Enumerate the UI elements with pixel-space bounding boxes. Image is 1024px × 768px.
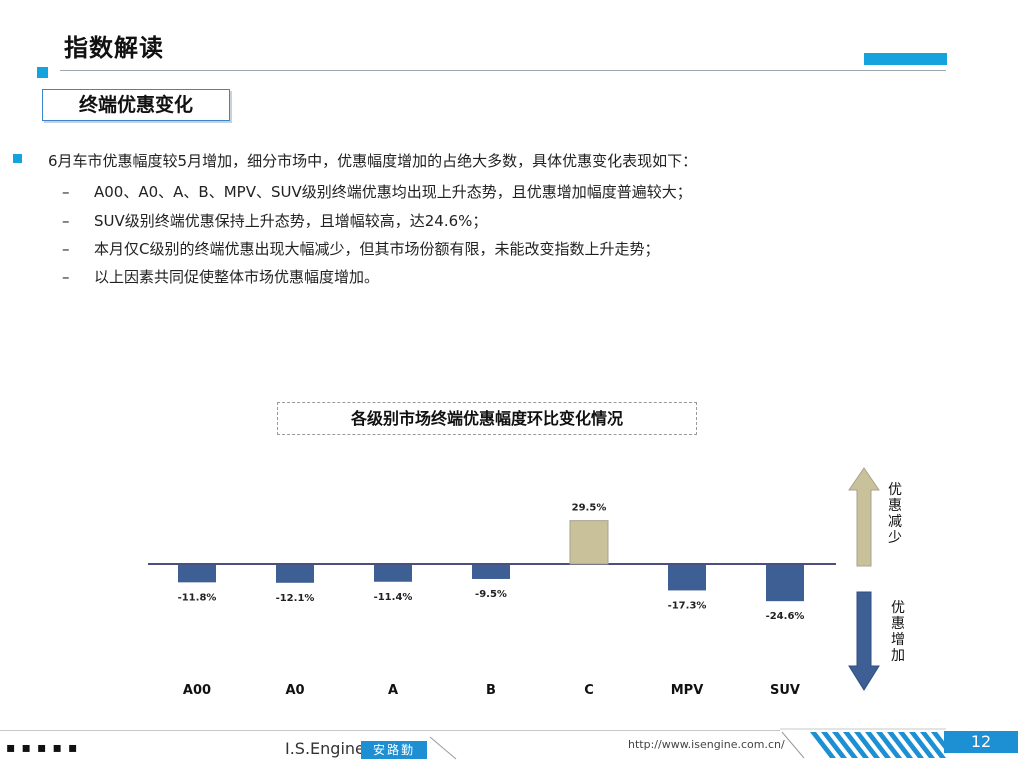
category-label-suv: SUV — [770, 683, 800, 698]
category-label-a0: A0 — [285, 683, 304, 698]
footer-stripe — [931, 732, 946, 752]
page-number: 12 — [944, 731, 1018, 753]
footer-stripe — [843, 732, 869, 758]
legend-arrows — [848, 467, 880, 691]
chart-title: 各级别市场终端优惠幅度环比变化情况 — [277, 402, 697, 435]
bar-a00 — [178, 565, 216, 583]
category-label-a00: A00 — [183, 683, 211, 698]
bar-a0 — [276, 565, 314, 583]
sub-bullet: – 以上因素共同促使整体市场优惠幅度增加。 — [62, 266, 379, 287]
data-label-b: -9.5% — [475, 589, 507, 600]
footer-stripe — [832, 732, 858, 758]
footer-stripes — [780, 728, 946, 759]
footer-stripe — [887, 732, 913, 758]
footer-stripe — [854, 732, 880, 758]
category-label-mpv: MPV — [671, 683, 704, 698]
bar-mpv — [668, 565, 706, 591]
footer-brand: I.S.Engine — [285, 739, 365, 758]
bar-c — [569, 520, 609, 565]
title-square-icon — [37, 67, 48, 78]
footer-stripe — [920, 732, 946, 758]
footer-divider — [0, 730, 780, 731]
category-label-a: A — [388, 683, 398, 698]
category-label-b: B — [486, 683, 496, 698]
footer-url[interactable]: http://www.isengine.com.cn/ — [628, 738, 785, 751]
category-label-c: C — [584, 683, 594, 698]
legend-increase-label: 优惠增加 — [891, 600, 905, 664]
footer-stripe — [865, 732, 891, 758]
sub-bullet-text: SUV级别终端优惠保持上升态势，且增幅较高，达24.6%； — [94, 212, 488, 230]
bar-a — [374, 565, 412, 582]
data-label-suv: -24.6% — [766, 611, 805, 622]
dash-icon: – — [62, 240, 70, 258]
sub-bullet: – A00、A0、A、B、MPV、SUV级别终端优惠均出现上升态势，且优惠增加幅度… — [62, 181, 692, 202]
data-label-a00: -11.8% — [178, 592, 217, 603]
sub-bullet: – 本月仅C级别的终端优惠出现大幅减少，但其市场份额有限，未能改变指数上升走势； — [62, 238, 659, 259]
data-label-a0: -12.1% — [276, 593, 315, 604]
footer-stripe — [898, 732, 924, 758]
title-divider — [60, 70, 946, 71]
dash-icon: – — [62, 183, 70, 201]
legend-decrease-label: 优惠减少 — [888, 482, 902, 546]
bullet-main-text: 6月车市优惠幅度较5月增加，细分市场中，优惠幅度增加的占绝大多数，具体优惠变化表… — [48, 152, 698, 170]
footer-stripe — [909, 732, 935, 758]
sub-bullet-text: 本月仅C级别的终端优惠出现大幅减少，但其市场份额有限，未能改变指数上升走势； — [94, 240, 660, 258]
sub-bullet-text: 以上因素共同促使整体市场优惠幅度增加。 — [94, 268, 380, 286]
footer-slash-icon — [429, 736, 457, 760]
footer-stripe — [876, 732, 902, 758]
footer-stripe — [810, 732, 836, 758]
section-subtitle: 终端优惠变化 — [42, 89, 230, 121]
dash-icon: – — [62, 212, 70, 230]
sub-bullet-text: A00、A0、A、B、MPV、SUV级别终端优惠均出现上升态势，且优惠增加幅度普… — [94, 183, 692, 201]
footer-dots: ▪▪▪▪▪ — [6, 740, 84, 756]
page-title: 指数解读 — [64, 34, 164, 62]
data-label-a: -11.4% — [374, 592, 413, 603]
bar-b — [472, 565, 510, 579]
dash-icon: – — [62, 268, 70, 286]
data-label-mpv: -17.3% — [668, 600, 707, 611]
footer-brand-cn: 安路勤 — [361, 741, 427, 759]
sub-bullet: – SUV级别终端优惠保持上升态势，且增幅较高，达24.6%； — [62, 210, 487, 231]
arrow-down-icon — [848, 591, 880, 691]
bullet-square-icon — [13, 154, 22, 163]
arrow-up-icon — [848, 467, 880, 567]
bar-chart: -11.8% A00 -12.1% A0 -11.4% A -9.5% B 29.5% C -17.… — [148, 503, 836, 698]
data-label-c: 29.5% — [572, 503, 607, 514]
footer-stripe — [821, 732, 847, 758]
bar-suv — [766, 565, 804, 602]
title-accent-bar — [864, 53, 947, 65]
